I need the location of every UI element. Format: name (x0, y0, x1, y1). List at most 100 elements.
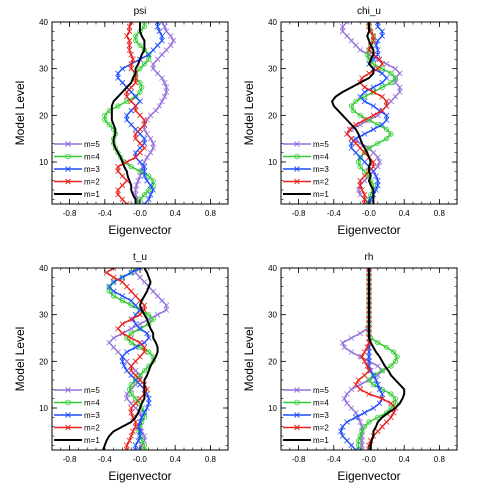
data-point (364, 344, 371, 351)
data-point (119, 330, 126, 337)
data-point (348, 349, 355, 355)
data-point (388, 80, 394, 86)
data-point (124, 98, 130, 104)
data-point (375, 381, 381, 388)
data-point (137, 321, 143, 327)
data-point (106, 283, 112, 290)
data-point (119, 274, 126, 281)
data-point (357, 145, 363, 151)
data-point (146, 335, 152, 341)
data-point (383, 419, 390, 425)
data-point (154, 70, 161, 77)
data-point (159, 51, 165, 58)
data-point (137, 168, 143, 174)
data-point (128, 405, 134, 411)
data-point (361, 196, 368, 203)
data-point (146, 349, 152, 355)
data-point (366, 47, 372, 53)
data-point (388, 363, 394, 369)
y-axis-label: Model Level (242, 327, 256, 392)
data-point (133, 33, 139, 39)
legend-marker (294, 424, 300, 431)
data-point (161, 79, 168, 86)
data-point (115, 103, 121, 109)
data-point (137, 145, 143, 151)
data-point (357, 112, 363, 118)
data-point (375, 363, 381, 369)
data-point (397, 84, 403, 91)
data-point (146, 196, 152, 203)
data-point (344, 400, 350, 407)
data-point (128, 340, 134, 346)
data-point (119, 321, 126, 327)
data-point (370, 149, 377, 156)
data-point (383, 344, 390, 350)
data-point (388, 98, 394, 105)
data-point (344, 419, 350, 425)
data-point (156, 28, 163, 35)
data-point (361, 94, 368, 100)
data-point (366, 47, 372, 53)
data-point (150, 288, 156, 295)
data-point (137, 131, 143, 137)
panel-2: -0.8 -0.4 -0.0 0.4 0.8 10 20 30 40 t_u Eigenvector… (13, 252, 229, 483)
data-point (124, 391, 130, 397)
y-tick-label: 30 (39, 311, 48, 320)
y-tick-label: 40 (39, 264, 48, 273)
data-point (392, 93, 399, 100)
legend-label: m=3 (84, 165, 100, 174)
data-point (137, 381, 143, 388)
legend: m=5 m=4 m=3 m=2 m=1 (283, 386, 329, 445)
data-point (370, 372, 376, 378)
legend-label: m=1 (313, 436, 329, 445)
data-point (348, 103, 354, 109)
data-point (137, 173, 143, 179)
data-point (132, 79, 139, 86)
data-point (128, 297, 134, 304)
data-point (366, 377, 372, 383)
legend-marker (294, 166, 300, 172)
data-point (388, 131, 394, 137)
data-point (163, 84, 170, 91)
data-point (126, 47, 133, 53)
legend-marker (294, 387, 300, 393)
data-point (146, 187, 152, 193)
y-tick-label: 40 (268, 18, 277, 27)
data-point (159, 75, 165, 81)
data-point (379, 79, 385, 86)
data-point (370, 372, 377, 379)
data-point (141, 192, 147, 198)
data-point (353, 98, 359, 104)
data-point (150, 145, 156, 151)
data-point (132, 154, 139, 161)
data-point (146, 395, 152, 402)
x-axis-label: Eigenvector (108, 223, 171, 237)
data-point (353, 414, 359, 421)
data-point (128, 409, 134, 416)
data-point (124, 283, 130, 290)
data-point (132, 367, 139, 374)
data-point (147, 112, 154, 119)
legend-marker (65, 424, 71, 431)
legend-marker (65, 141, 71, 147)
data-point (115, 163, 121, 170)
data-point (383, 75, 390, 81)
data-point (141, 344, 148, 351)
y-tick-label: 20 (268, 111, 277, 120)
data-point (344, 22, 350, 25)
data-point (132, 93, 139, 100)
data-point (132, 372, 139, 379)
data-point (124, 367, 130, 374)
data-point (126, 437, 133, 444)
data-point (338, 428, 344, 435)
data-point (348, 37, 355, 44)
data-point (370, 405, 377, 411)
x-tick-label: 0.8 (205, 209, 217, 218)
data-point (391, 349, 397, 355)
data-point (110, 274, 117, 281)
data-point (370, 126, 377, 133)
y-tick-label: 10 (268, 404, 277, 413)
data-point (370, 89, 376, 95)
data-point (154, 56, 161, 63)
